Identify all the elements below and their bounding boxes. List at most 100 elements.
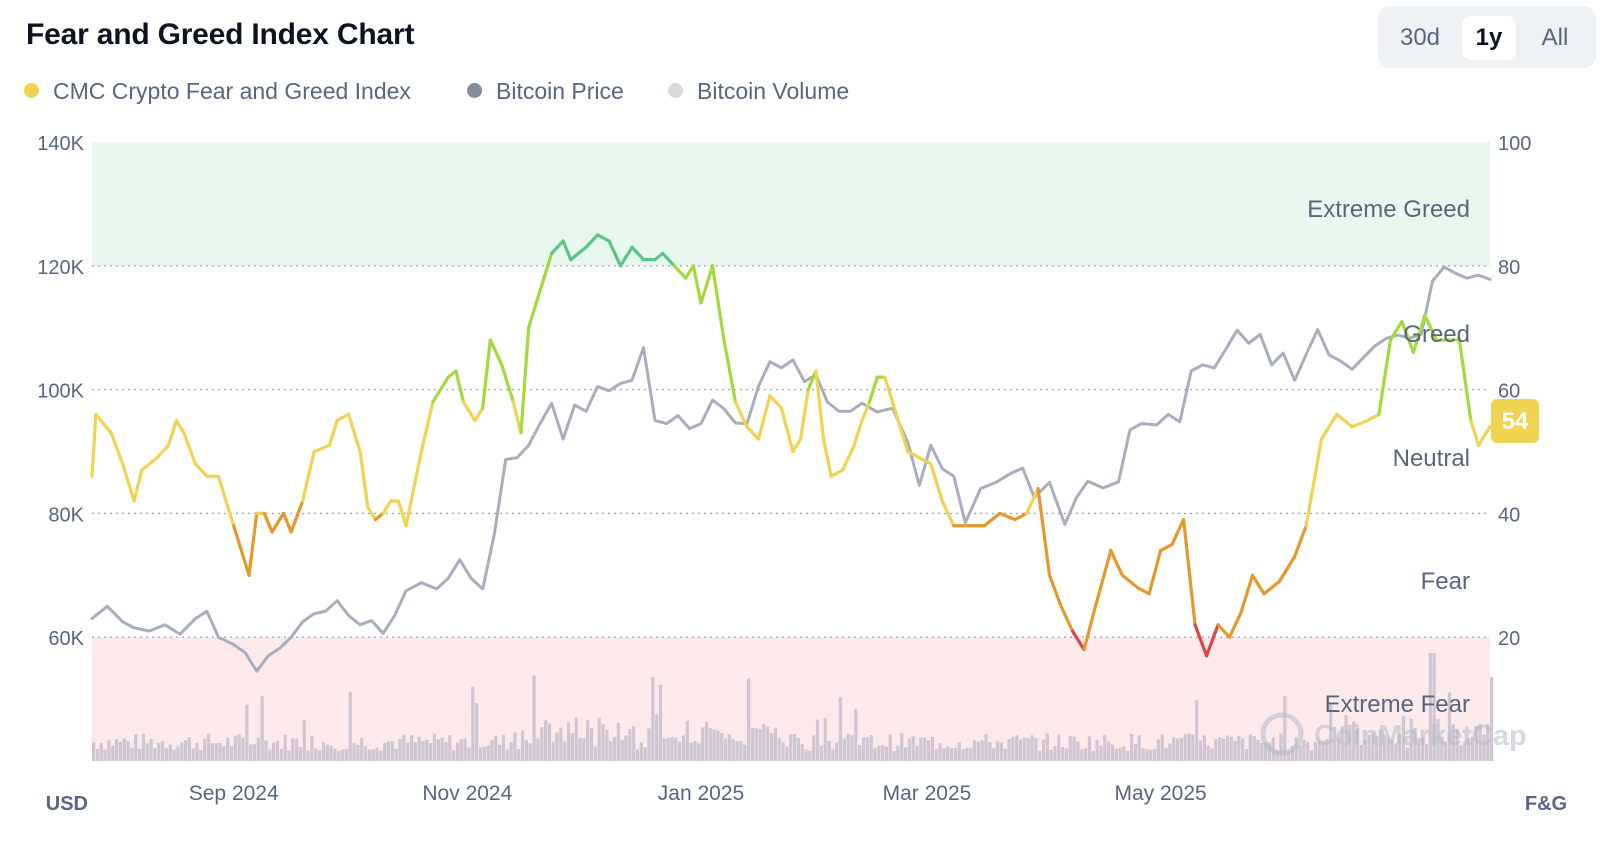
volume-bar bbox=[754, 728, 758, 761]
fear-greed-segment bbox=[239, 548, 251, 577]
volume-bar bbox=[463, 738, 467, 761]
fear-greed-segment bbox=[232, 524, 243, 553]
volume-bar bbox=[655, 714, 659, 761]
fear-greed-segment bbox=[366, 505, 378, 522]
right-axis-tick: 60 bbox=[1498, 381, 1520, 403]
volume-bar bbox=[1084, 748, 1088, 761]
volume-bar bbox=[658, 684, 663, 761]
volume-bar bbox=[222, 746, 226, 761]
volume-bar bbox=[524, 740, 529, 761]
volume-bar bbox=[716, 730, 720, 761]
fear-greed-segment bbox=[301, 449, 316, 503]
volume-bar bbox=[957, 742, 961, 761]
fear-greed-segment bbox=[661, 251, 676, 268]
volume-bar bbox=[1298, 745, 1302, 761]
volume-bar bbox=[915, 745, 919, 761]
fear-greed-segment bbox=[867, 375, 879, 404]
range-button-all[interactable]: All bbox=[1541, 24, 1569, 51]
volume-bar bbox=[1398, 734, 1402, 761]
volume-bar bbox=[172, 749, 176, 761]
volume-bar bbox=[199, 750, 203, 761]
volume-bar bbox=[1007, 739, 1011, 761]
bitcoin-price-line bbox=[90, 265, 1492, 673]
volume-bar bbox=[972, 740, 977, 761]
volume-bar bbox=[624, 735, 628, 761]
volume-bar bbox=[1221, 738, 1226, 761]
volume-bar bbox=[325, 744, 329, 761]
zone-label: Fear bbox=[1421, 568, 1470, 595]
volume-bar bbox=[881, 744, 885, 761]
volume-bar bbox=[999, 742, 1003, 761]
fear-greed-segment bbox=[155, 443, 171, 460]
volume-bar bbox=[769, 733, 774, 761]
volume-bar bbox=[1183, 734, 1187, 761]
volume-bar bbox=[287, 750, 291, 761]
range-button-30d[interactable]: 30d bbox=[1399, 24, 1441, 51]
fear-greed-segment bbox=[1350, 418, 1370, 429]
volume-bar bbox=[808, 750, 812, 761]
volume-bar bbox=[1218, 737, 1222, 761]
volume-bar bbox=[620, 739, 624, 761]
volume-bar bbox=[750, 727, 755, 761]
fear-greed-segment bbox=[1170, 517, 1186, 546]
fear-greed-segment bbox=[454, 369, 466, 404]
fear-greed-segment bbox=[461, 400, 477, 423]
volume-bar bbox=[241, 737, 245, 761]
fear-greed-line bbox=[90, 233, 1492, 658]
volume-bar bbox=[103, 749, 107, 761]
fear-greed-segment bbox=[883, 375, 898, 416]
volume-bar bbox=[92, 742, 96, 761]
fear-greed-segment bbox=[1250, 573, 1266, 596]
volume-bar bbox=[689, 742, 693, 761]
volume-bar bbox=[505, 749, 509, 761]
legend-item-bitcoin-price[interactable]: Bitcoin Price bbox=[467, 78, 624, 105]
volume-bar bbox=[413, 742, 417, 761]
legend-item-bitcoin-volume[interactable]: Bitcoin Volume bbox=[668, 78, 849, 105]
volume-bar bbox=[919, 737, 923, 761]
volume-bar bbox=[379, 750, 383, 761]
volume-bar bbox=[528, 743, 532, 761]
range-button-1y[interactable]: 1y bbox=[1462, 16, 1516, 60]
volume-bar bbox=[183, 740, 188, 761]
volume-bar bbox=[812, 735, 816, 761]
fear-greed-segment bbox=[768, 394, 784, 410]
volume-bar bbox=[559, 727, 563, 761]
volume-bar bbox=[1018, 739, 1023, 761]
volume-bar bbox=[953, 747, 958, 761]
volume-bar bbox=[1355, 727, 1360, 761]
fear-greed-segment bbox=[358, 449, 370, 509]
volume-bar bbox=[1287, 750, 1291, 761]
volume-bar bbox=[739, 741, 743, 761]
volume-bar bbox=[536, 738, 540, 761]
volume-bar bbox=[333, 748, 337, 761]
fear-greed-segment bbox=[216, 474, 228, 503]
volume-bar bbox=[1401, 716, 1406, 761]
volume-bar bbox=[846, 733, 850, 761]
volume-bar bbox=[317, 750, 322, 761]
volume-bar bbox=[923, 737, 927, 761]
volume-bar bbox=[1156, 739, 1161, 761]
volume-bar bbox=[448, 735, 452, 761]
volume-bar bbox=[1306, 742, 1310, 761]
volume-bar bbox=[1417, 738, 1421, 761]
volume-bar bbox=[1440, 736, 1444, 761]
volume-bar bbox=[704, 722, 709, 761]
fear-greed-segment bbox=[1204, 623, 1220, 658]
legend-item-fear-greed[interactable]: CMC Crypto Fear and Greed Index bbox=[24, 78, 411, 105]
volume-bar bbox=[1244, 749, 1249, 761]
fear-greed-segment bbox=[576, 245, 588, 256]
volume-bar bbox=[1195, 700, 1199, 761]
volume-bar bbox=[375, 747, 379, 761]
volume-bar bbox=[700, 727, 705, 761]
fear-greed-segment bbox=[1319, 412, 1339, 441]
volume-bar bbox=[746, 678, 751, 761]
fear-greed-segment bbox=[860, 400, 872, 423]
volume-bar bbox=[513, 732, 517, 761]
volume-bar bbox=[187, 737, 191, 761]
volume-bar bbox=[781, 742, 785, 761]
volume-bar bbox=[605, 729, 609, 761]
volume-bar bbox=[1229, 736, 1233, 761]
fear-greed-segment bbox=[1262, 579, 1281, 596]
volume-bar bbox=[1267, 742, 1272, 761]
volume-bar bbox=[1470, 736, 1475, 761]
